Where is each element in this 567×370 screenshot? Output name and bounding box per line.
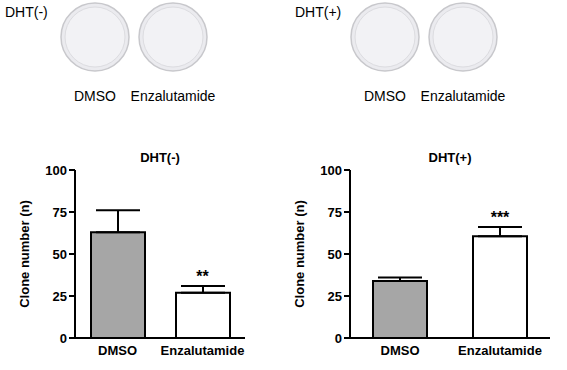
- svg-text:25: 25: [53, 289, 67, 304]
- svg-text:DMSO: DMSO: [98, 343, 137, 358]
- svg-text:Enzalutamide: Enzalutamide: [161, 343, 245, 358]
- svg-text:100: 100: [320, 163, 342, 178]
- svg-text:***: ***: [491, 209, 510, 226]
- svg-text:50: 50: [53, 247, 67, 262]
- html-text:DHT(-): DHT(-): [5, 4, 48, 20]
- svg-text:**: **: [196, 268, 209, 285]
- svg-text:0: 0: [60, 331, 67, 346]
- svg-text:50: 50: [328, 247, 342, 262]
- html-text:Enzalutamide: Enzalutamide: [130, 88, 216, 104]
- html-text:DMSO: DMSO: [74, 88, 116, 104]
- svg-text:Clone number (n): Clone number (n): [292, 200, 307, 308]
- svg-text:75: 75: [328, 205, 342, 220]
- svg-text:Clone number (n): Clone number (n): [17, 200, 32, 308]
- html-text:DHT(+): DHT(+): [428, 150, 472, 165]
- svg-text:Enzalutamide: Enzalutamide: [458, 343, 542, 358]
- html-text:Enzalutamide: Enzalutamide: [420, 88, 506, 104]
- svg-text:100: 100: [45, 163, 67, 178]
- svg-text:0: 0: [335, 331, 342, 346]
- html-text:DHT(-): DHT(-): [140, 150, 180, 165]
- svg-text:DMSO: DMSO: [381, 343, 420, 358]
- svg-text:75: 75: [53, 205, 67, 220]
- svg-text:25: 25: [328, 289, 342, 304]
- html-text:DMSO: DMSO: [364, 88, 406, 104]
- html-text:DHT(+): DHT(+): [295, 4, 342, 20]
